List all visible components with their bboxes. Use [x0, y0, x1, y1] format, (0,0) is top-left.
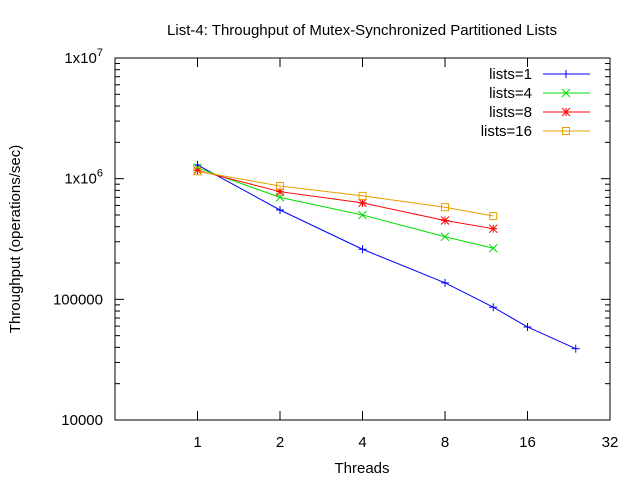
- series-line-lists-16: [197, 170, 494, 217]
- legend-label-lists-8: lists=8: [489, 104, 532, 121]
- legend-marker-lists-4: [561, 88, 571, 98]
- y-tick-label: 100000: [53, 291, 103, 308]
- data-point-lists-4: [488, 243, 498, 253]
- legend-label-lists-1: lists=1: [489, 66, 532, 83]
- data-point-lists-4: [358, 210, 367, 220]
- data-point-lists-8: [488, 224, 498, 234]
- data-point-lists-8: [440, 216, 450, 225]
- data-point-lists-8: [275, 187, 285, 197]
- legend-marker-lists-1: [562, 70, 570, 78]
- y-axis-title: Throughput (operations/sec): [7, 145, 24, 333]
- plot-area: 1 2 4 8 16 32 10000 100000 1x106 1x107: [53, 47, 618, 451]
- y-tick-label: 1x107: [64, 47, 103, 67]
- x-tick-label: 16: [519, 434, 536, 451]
- plot-frame: [114, 57, 611, 421]
- data-point-lists-8: [358, 198, 367, 208]
- legend-marker-lists-16: [562, 127, 570, 135]
- y-tick-label: 1x106: [64, 168, 103, 188]
- chart-title: List-4: Throughput of Mutex-Synchronized…: [167, 22, 557, 39]
- x-axis-title: Threads: [334, 460, 389, 477]
- data-point-lists-1: [523, 322, 532, 331]
- x-tick-label: 2: [276, 434, 284, 451]
- y-tick-label: 10000: [61, 412, 103, 429]
- data-point-lists-16: [441, 203, 449, 212]
- legend-label-lists-16: lists=16: [481, 123, 532, 140]
- data-point-lists-1: [276, 205, 284, 214]
- data-point-lists-1: [358, 245, 367, 254]
- legend: lists=1 lists=4 lists=8 lists=16: [481, 66, 590, 140]
- data-point-lists-16: [489, 212, 498, 221]
- x-tick-label: 1: [193, 434, 201, 451]
- data-point-lists-16: [193, 167, 202, 176]
- legend-marker-lists-8: [561, 107, 571, 117]
- x-tick-label: 8: [441, 434, 449, 451]
- data-point-lists-1: [489, 303, 498, 312]
- data-point-lists-1: [441, 278, 449, 287]
- data-point-lists-1: [571, 344, 580, 353]
- x-tick-label: 4: [358, 434, 366, 451]
- legend-label-lists-4: lists=4: [489, 85, 532, 102]
- series-line-lists-1: [197, 164, 576, 350]
- data-point-lists-4: [440, 232, 450, 242]
- data-point-lists-16: [358, 191, 367, 200]
- x-tick-label: 32: [602, 434, 619, 451]
- data-point-lists-16: [276, 181, 284, 190]
